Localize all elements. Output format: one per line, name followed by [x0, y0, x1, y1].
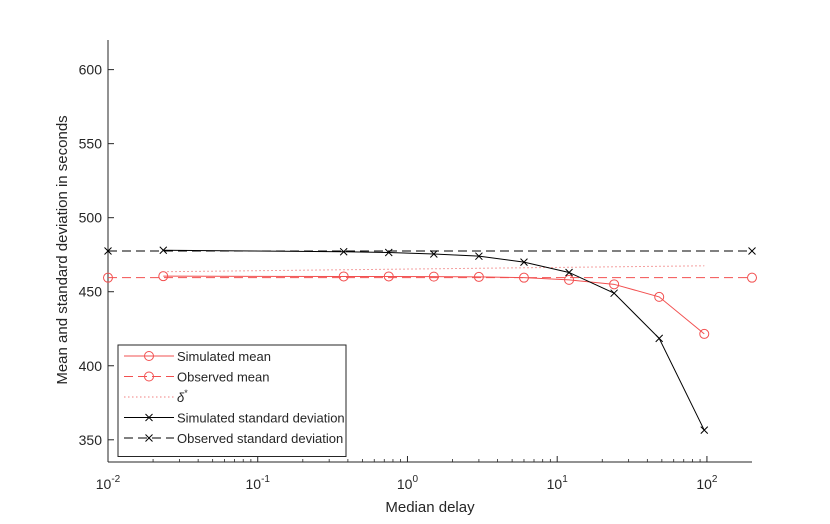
series [103, 272, 757, 283]
series [163, 265, 705, 273]
series-point [383, 271, 394, 282]
axes: 350 400 450 500 550 600 10-2 10-1 100 101 102 [79, 40, 752, 492]
series-point [144, 371, 154, 382]
series-point-stroke [610, 289, 618, 298]
series-point [429, 250, 438, 258]
legend-item: Observed standard deviation [124, 431, 343, 446]
series-point-stroke [145, 413, 153, 422]
series-point [655, 334, 664, 343]
series-point [654, 291, 665, 302]
series-point [103, 272, 113, 283]
legend-label: Simulated standard deviation [177, 411, 345, 426]
x-tick-label: 10-2 [96, 474, 121, 492]
series-point-stroke [520, 258, 528, 266]
y-tick-label: 350 [79, 432, 103, 448]
series-point [700, 426, 709, 435]
series-point-stroke [159, 246, 168, 255]
series [159, 246, 709, 435]
y-axis-label: Mean and standard deviation in seconds [54, 115, 71, 384]
legend-item: Observed mean [124, 370, 270, 385]
plot-area [103, 246, 757, 435]
series-point-stroke [565, 268, 573, 277]
series-point [564, 274, 575, 285]
series [104, 247, 756, 255]
series-point [473, 271, 484, 282]
y-tick-label: 450 [79, 284, 103, 300]
series-point-stroke [384, 248, 393, 257]
series-point-stroke [104, 247, 112, 255]
series-point-stroke [700, 426, 709, 435]
series-line [163, 265, 705, 273]
legend-label: Simulated mean [177, 349, 271, 364]
series-point [384, 248, 393, 257]
series-point-stroke [339, 247, 348, 256]
series-point-stroke [748, 247, 756, 255]
series-point-stroke [475, 252, 483, 261]
series-point [339, 247, 348, 256]
series-point [609, 279, 620, 290]
series-point [428, 271, 439, 282]
y-tick-label: 500 [79, 210, 103, 226]
legend: Simulated mean Observed mean δ* Simulated s… [117, 344, 347, 457]
x-axis-label: Median delay [385, 499, 475, 516]
series-point-stroke [655, 334, 664, 343]
legend-label: Observed mean [177, 370, 270, 385]
series-line [163, 249, 705, 431]
series-point [145, 413, 153, 422]
series-point [145, 434, 153, 442]
series-point-stroke [429, 250, 438, 258]
series-point-stroke [145, 434, 153, 442]
series-line [163, 275, 705, 335]
series-point [565, 268, 573, 277]
y-tick-label: 400 [79, 358, 103, 374]
series-point [699, 328, 710, 339]
legend-item: δ* [124, 388, 188, 405]
x-tick-label: 100 [397, 474, 419, 492]
y-tick-label: 600 [79, 62, 103, 78]
legend-item: Simulated standard deviation [124, 411, 345, 426]
series-point [748, 247, 756, 255]
legend-item: Simulated mean [124, 349, 271, 364]
series-point [338, 271, 349, 282]
series-point [159, 246, 168, 255]
y-tick-label: 550 [79, 136, 103, 152]
series-point [104, 247, 112, 255]
x-tick-label: 102 [696, 474, 718, 492]
x-tick-label: 10-1 [245, 474, 270, 492]
legend-label: δ* [177, 388, 188, 405]
series-point [144, 351, 154, 361]
series-point [747, 272, 757, 283]
legend-label: Observed standard deviation [177, 431, 343, 446]
series-point [520, 258, 528, 266]
series-point [610, 289, 618, 298]
x-tick-label: 101 [547, 474, 569, 492]
series-point [475, 252, 483, 261]
